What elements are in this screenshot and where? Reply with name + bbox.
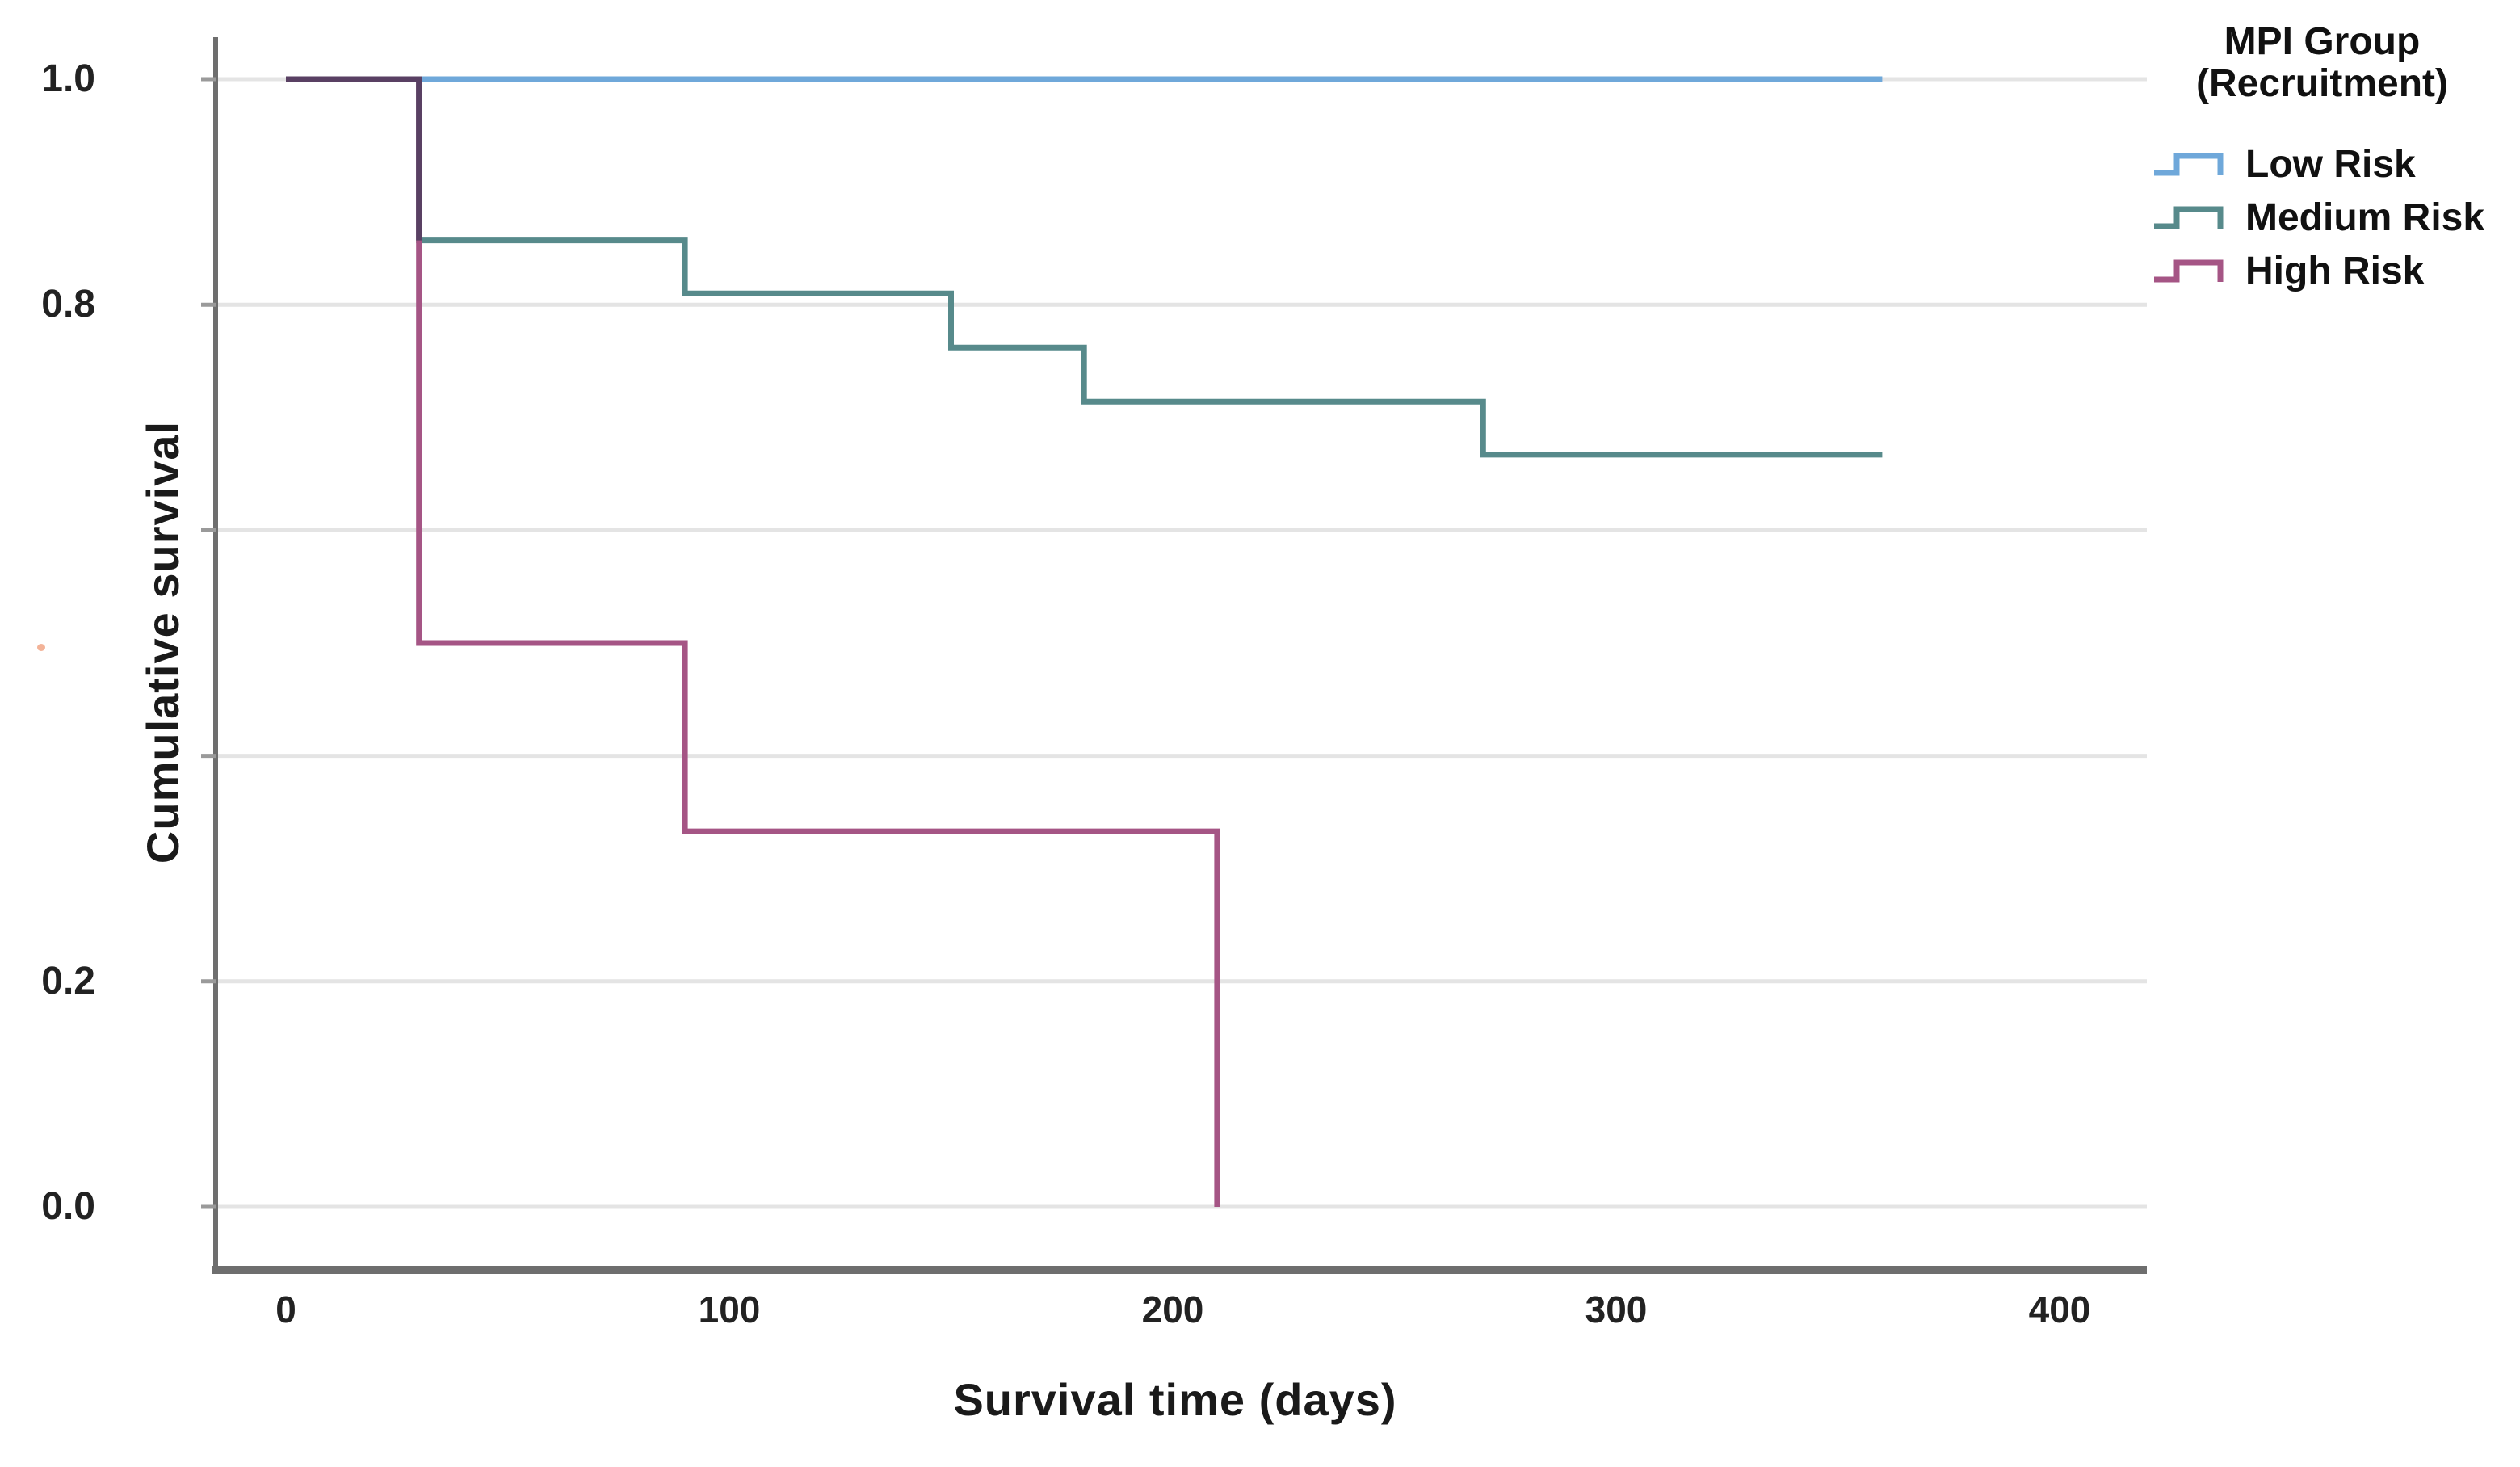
- legend-title: MPI Group (Recruitment): [2124, 21, 2520, 105]
- curve-high-risk: [286, 76, 1220, 1207]
- x-tick-label-100: 100: [698, 1288, 761, 1330]
- y-tick-label-1.0: 1.0: [41, 57, 95, 100]
- step-line-icon: [2154, 259, 2224, 283]
- y-tick-label-0.0: 0.0: [41, 1185, 95, 1228]
- y-axis-title: Cumulative survival: [137, 420, 188, 864]
- legend-title-line2: (Recruitment): [2195, 62, 2449, 105]
- step-line-icon: [2154, 153, 2224, 176]
- y-tick-label-0.8: 0.8: [41, 283, 95, 326]
- legend-item-medium-risk: Medium Risk: [2124, 191, 2520, 244]
- x-tick-label-300: 300: [1585, 1288, 1648, 1330]
- curve-overlap-segment: [286, 76, 422, 241]
- y-tick-label-0.2: 0.2: [41, 959, 95, 1003]
- legend-label: Medium Risk: [2245, 195, 2485, 239]
- legend-item-high-risk: High Risk: [2124, 244, 2520, 297]
- legend-title-line1: MPI Group: [2224, 20, 2421, 63]
- speck-artifact: [37, 644, 45, 651]
- x-axis-title: Survival time (days): [953, 1374, 1397, 1425]
- legend-label: High Risk: [2245, 249, 2425, 292]
- legend-label: Low Risk: [2245, 142, 2416, 186]
- x-tick-label-0: 0: [275, 1288, 296, 1330]
- x-tick-label-400: 400: [2028, 1288, 2091, 1330]
- legend-item-low-risk: Low Risk: [2124, 137, 2520, 191]
- legend-items: Low Risk Medium Risk High Risk: [2124, 137, 2520, 297]
- legend: MPI Group (Recruitment) Low Risk Medium …: [2124, 21, 2520, 297]
- x-tick-label-200: 200: [1141, 1288, 1204, 1330]
- step-line-icon: [2154, 206, 2224, 229]
- curve-medium-risk: [286, 76, 1883, 458]
